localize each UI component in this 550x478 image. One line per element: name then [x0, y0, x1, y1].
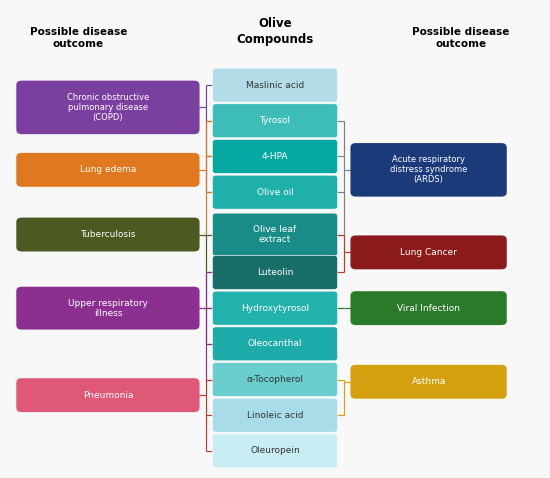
- Text: Upper respiratory
illness: Upper respiratory illness: [68, 299, 148, 318]
- FancyBboxPatch shape: [16, 153, 200, 187]
- Text: Hydroxytyrosol: Hydroxytyrosol: [241, 304, 309, 313]
- FancyBboxPatch shape: [212, 398, 338, 432]
- FancyBboxPatch shape: [350, 236, 507, 269]
- FancyBboxPatch shape: [212, 256, 338, 289]
- Text: Chronic obstructive
pulmonary disease
(COPD): Chronic obstructive pulmonary disease (C…: [67, 93, 149, 122]
- Text: Asthma: Asthma: [411, 377, 446, 386]
- Text: Viral Infection: Viral Infection: [397, 304, 460, 313]
- FancyBboxPatch shape: [212, 327, 338, 361]
- FancyBboxPatch shape: [212, 213, 338, 256]
- FancyBboxPatch shape: [212, 175, 338, 209]
- Text: Linoleic acid: Linoleic acid: [247, 411, 303, 420]
- Text: 4-HPA: 4-HPA: [262, 152, 288, 161]
- Text: Acute respiratory
distress syndrome
(ARDS): Acute respiratory distress syndrome (ARD…: [390, 155, 468, 185]
- Text: Maslinic acid: Maslinic acid: [246, 81, 304, 89]
- FancyBboxPatch shape: [212, 68, 338, 102]
- FancyBboxPatch shape: [212, 434, 338, 468]
- Text: Olive
Compounds: Olive Compounds: [236, 17, 314, 46]
- Text: Oleocanthal: Oleocanthal: [248, 339, 302, 348]
- FancyBboxPatch shape: [350, 365, 507, 399]
- Text: Luteolin: Luteolin: [257, 268, 293, 277]
- Text: Possible disease
outcome: Possible disease outcome: [412, 27, 510, 49]
- FancyBboxPatch shape: [212, 140, 338, 174]
- Text: Lung edema: Lung edema: [80, 165, 136, 174]
- FancyBboxPatch shape: [212, 291, 338, 325]
- Text: Oleuropein: Oleuropein: [250, 446, 300, 456]
- Text: Possible disease
outcome: Possible disease outcome: [30, 27, 127, 49]
- FancyBboxPatch shape: [212, 104, 338, 138]
- FancyBboxPatch shape: [16, 287, 200, 329]
- Text: Tuberculosis: Tuberculosis: [80, 230, 136, 239]
- Text: Tyrosol: Tyrosol: [260, 116, 290, 125]
- Text: Lung Cancer: Lung Cancer: [400, 248, 457, 257]
- Text: Pneumonia: Pneumonia: [82, 391, 133, 400]
- FancyBboxPatch shape: [212, 363, 338, 396]
- FancyBboxPatch shape: [350, 291, 507, 325]
- Text: α-Tocopherol: α-Tocopherol: [246, 375, 304, 384]
- Text: Olive oil: Olive oil: [256, 188, 294, 196]
- FancyBboxPatch shape: [16, 378, 200, 412]
- FancyBboxPatch shape: [350, 143, 507, 196]
- Text: Olive leaf
extract: Olive leaf extract: [254, 225, 296, 244]
- FancyBboxPatch shape: [16, 81, 200, 134]
- FancyBboxPatch shape: [16, 217, 200, 251]
